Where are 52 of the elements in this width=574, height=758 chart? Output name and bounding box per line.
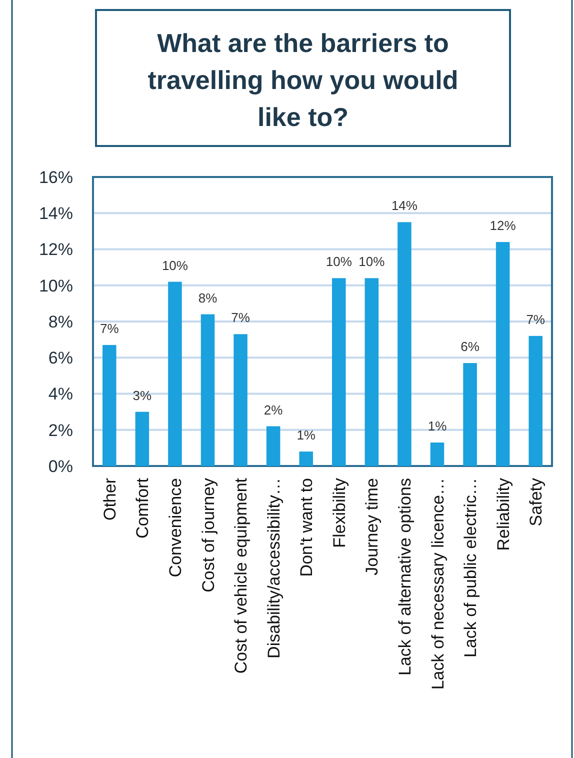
y-tick-label: 2% [48, 420, 73, 440]
y-tick-label: 14% [38, 204, 73, 224]
data-label: 1% [296, 428, 316, 443]
data-label: 3% [132, 388, 152, 403]
data-label: 1% [428, 418, 448, 434]
bar [496, 242, 510, 466]
data-label: 8% [198, 290, 218, 306]
bar [528, 336, 542, 466]
data-label: 14% [391, 198, 418, 214]
bar [430, 442, 444, 466]
bar [200, 314, 215, 466]
data-label: 7% [526, 312, 546, 327]
x-tick-label: Reliability [494, 478, 513, 551]
x-tick-label: Lack of necessary licence… [428, 478, 448, 690]
x-tick-label: Cost of journey [198, 478, 218, 592]
data-label: 12% [490, 218, 516, 234]
x-tick-label: Flexibility [330, 478, 349, 548]
x-tick-label: Journey time [362, 478, 382, 576]
bar [234, 334, 248, 466]
bar [463, 363, 477, 466]
data-label: 10% [162, 258, 188, 273]
x-tick-label: Don't want to [297, 478, 316, 577]
bar [364, 278, 379, 466]
chart-title: What are the barriers to travelling how you would like to? [148, 28, 458, 132]
x-tick-label: Lack of alternative options [395, 478, 414, 676]
x-tick-label: Comfort [133, 478, 152, 538]
bar [102, 344, 116, 466]
y-tick-label: 8% [48, 312, 73, 332]
data-label: 6% [460, 339, 480, 354]
x-tick-label: Safety [526, 478, 546, 526]
x-tick-label: Cost of vehicle equipment [232, 478, 251, 674]
y-tick-label: 0% [48, 456, 73, 476]
bar [332, 278, 346, 466]
bar [135, 412, 150, 466]
bar [266, 426, 280, 466]
bar [168, 282, 182, 466]
data-label: 7% [100, 320, 120, 336]
x-tick-label: Other [100, 478, 120, 521]
data-label: 7% [231, 310, 250, 326]
bar [398, 222, 412, 466]
y-tick-label: 16% [38, 168, 73, 187]
data-label: 10% [358, 254, 386, 270]
y-tick-label: 12% [38, 240, 73, 260]
bar [299, 452, 313, 466]
x-tick-label: Disability/accessibility… [264, 478, 284, 658]
x-tick-label: Lack of public electric… [461, 478, 480, 658]
y-tick-label: 10% [38, 276, 73, 296]
data-label: 2% [264, 402, 284, 418]
y-tick-label: 4% [48, 384, 73, 404]
data-label: 10% [326, 254, 352, 270]
x-tick-label: Convenience [166, 478, 185, 578]
y-tick-label: 6% [48, 348, 73, 368]
